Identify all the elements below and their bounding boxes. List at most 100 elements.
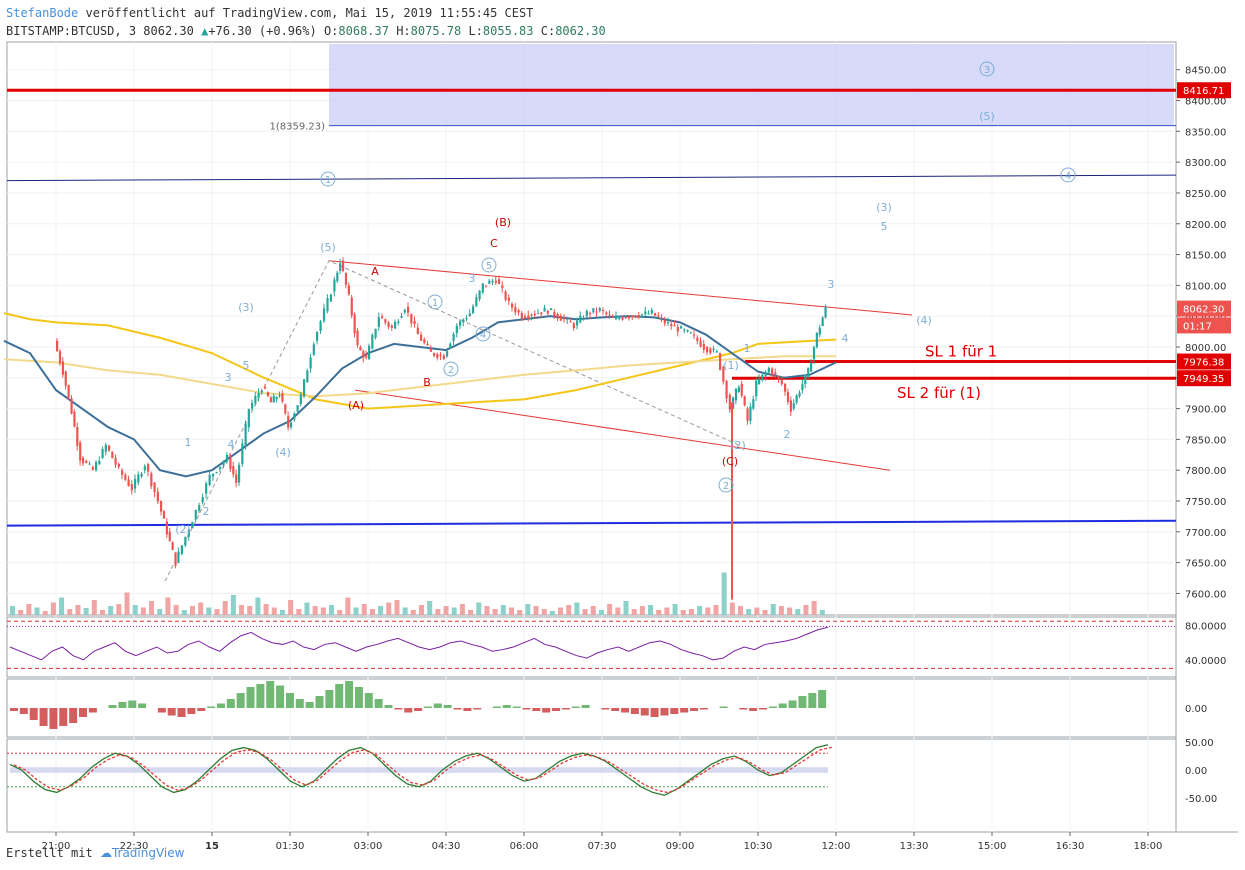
wave-label: (2) (730, 439, 746, 452)
candle-body (746, 408, 749, 421)
candle-body (416, 327, 419, 335)
candle-body (306, 370, 309, 383)
created-with-label: Erstellt mit (6, 846, 93, 860)
candle-body (498, 279, 501, 284)
wave-circle (475, 326, 491, 342)
x-tick-label: 10:30 (744, 841, 773, 852)
candle-body (201, 497, 204, 503)
candle-body (222, 462, 225, 466)
up-arrow-icon: ▲ (201, 24, 209, 38)
wave-circle (979, 61, 995, 77)
candle-body (244, 423, 247, 446)
histogram-bar (749, 708, 758, 711)
candle-body (336, 272, 339, 282)
candle-body (520, 313, 523, 320)
candle-body (215, 472, 218, 474)
y-tick-label: 7650.00 (1185, 559, 1226, 570)
candle-body (680, 326, 683, 329)
candle-body (309, 357, 312, 369)
volume-bar (34, 607, 40, 615)
y-tick-label: 8150.00 (1185, 251, 1226, 262)
volume-bar (517, 610, 523, 615)
volume-bar (157, 609, 163, 615)
histogram-bar (266, 681, 275, 708)
candle-body (284, 404, 287, 414)
volume-bar (459, 604, 465, 615)
wave-label: (4) (275, 446, 291, 459)
candle-body (795, 395, 798, 403)
level-label: SL 1 für 1 (925, 343, 997, 361)
price-axis[interactable]: 8450.00 8400.00 8350.00 8300.00 8250.00 8200.… (1176, 66, 1231, 805)
candle-body (218, 466, 222, 469)
volume-bar (361, 604, 367, 615)
volume-bar (664, 607, 670, 615)
candle-body (719, 353, 722, 370)
candle-body (134, 479, 137, 489)
candle-body (272, 395, 275, 403)
chart-header-publish: StefanBode veröffentlicht auf TradingVie… (6, 6, 533, 20)
price-tag (1177, 82, 1231, 99)
volume-bar (263, 604, 269, 615)
volume-bar (754, 607, 760, 615)
candle-body (804, 374, 807, 384)
wave-label: 1 (744, 342, 751, 355)
y-tick-label: 7900.00 (1185, 405, 1226, 416)
wave-label: (3) (238, 301, 254, 314)
time-axis[interactable]: 21:00 22:30 15 01:30 03:00 04:30 06:00 07:30 09:… (42, 832, 1163, 852)
candle-body (660, 317, 663, 319)
volume-bar (419, 605, 424, 615)
candle-body (319, 321, 322, 331)
candle-body (624, 316, 627, 319)
histogram-bar (19, 708, 28, 714)
candle-body (758, 378, 761, 384)
volume-bar (443, 606, 449, 615)
candle-body (137, 474, 140, 483)
author-name[interactable]: StefanBode (6, 6, 79, 20)
candle-body (61, 361, 64, 375)
y-tick-label: 8450.00 (1185, 66, 1226, 77)
histogram-bar (118, 702, 127, 708)
candle-body (709, 348, 712, 353)
y-tick-label: 7850.00 (1185, 435, 1226, 446)
candle-body (260, 390, 263, 393)
volume-bar (75, 605, 81, 615)
candle-body (433, 353, 436, 356)
volume-bar (631, 609, 637, 615)
y-tick-label: 8300.00 (1185, 158, 1226, 169)
histogram-bar (739, 708, 748, 710)
candle-body (634, 315, 637, 318)
candle-body (162, 511, 166, 519)
histogram-bar (345, 681, 354, 708)
candle-body (410, 313, 413, 324)
hist-tick-label: 0.00 (1185, 704, 1207, 715)
wave-label: 1 (185, 436, 192, 449)
histogram-bar (473, 708, 482, 710)
candle-body (566, 318, 569, 320)
candle-body (264, 387, 267, 389)
candle-body (108, 445, 111, 451)
histogram-bar (650, 708, 659, 717)
candle-body (491, 280, 494, 283)
volume-bar (345, 597, 351, 615)
candle-body (702, 343, 705, 350)
candle-body (247, 409, 250, 428)
volume-bar (288, 600, 294, 615)
histogram-bar (177, 708, 186, 717)
tradingview-logo-icon[interactable]: ☁TradingView (99, 846, 185, 860)
wave-circle (1060, 167, 1076, 183)
candle-body (177, 551, 180, 563)
volume-bar (91, 600, 97, 615)
wave-label: B (423, 376, 431, 389)
candle-body (296, 405, 299, 412)
rsi-line (9, 626, 829, 661)
candle-body (693, 334, 696, 336)
volume-bar (206, 607, 212, 615)
histogram-bar (69, 708, 78, 723)
moving-average-1 (3, 355, 836, 398)
histogram-bar (187, 708, 196, 714)
candle-body (821, 317, 824, 327)
candle-body (70, 398, 73, 414)
candle-body (180, 545, 183, 555)
histogram-bar (601, 708, 610, 710)
